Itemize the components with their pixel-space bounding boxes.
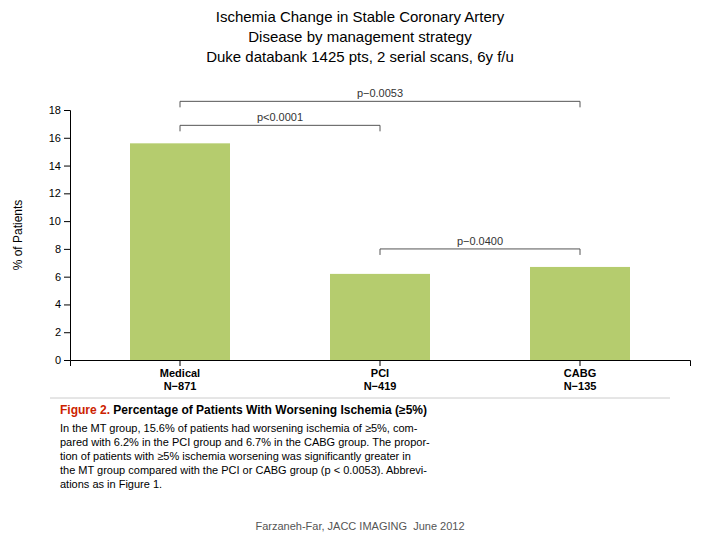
caption-body-line: the MT group compared with the PCI or CA… <box>60 464 427 476</box>
annotation: p<0.0001 <box>257 111 303 123</box>
x-tick-label-line: N−135 <box>564 380 597 392</box>
x-tick: CABGN−135 <box>564 360 597 392</box>
y-tick-label: 18 <box>49 104 61 116</box>
y-tick-label: 4 <box>55 298 61 310</box>
annotation: p−0.0400 <box>457 235 503 247</box>
caption-body-line: ations as in Figure 1. <box>60 478 162 490</box>
y-tick-label: 14 <box>49 160 61 172</box>
x-tick-mark <box>180 360 181 366</box>
y-tick: 14 <box>49 160 70 172</box>
footer: Farzaneh-Far, JACC IMAGING June 2012 <box>255 520 464 532</box>
title: Disease by management strategy <box>248 28 472 45</box>
caption-heading: Percentage of Patients With Worsening Is… <box>110 403 427 417</box>
caption-body-line: pared with 6.2% in the PCI group and 6.7… <box>60 436 430 448</box>
y-tick-label: 0 <box>55 354 61 366</box>
y-tick: 2 <box>55 326 70 338</box>
y-tick-label: 2 <box>55 326 61 338</box>
x-tick-mark <box>380 360 381 366</box>
x-tick-label: CABGN−135 <box>564 367 597 392</box>
y-tick-mark <box>64 249 70 250</box>
x-tick-label: MedicalN−871 <box>160 367 200 392</box>
y-tick-mark <box>64 138 70 139</box>
caption-label: Figure 2. <box>60 403 110 417</box>
x-axis: MedicalN−871 PCIN−419 CABGN−135 <box>71 360 691 392</box>
caption-title: Figure 2. Percentage of Patients With Wo… <box>60 403 427 417</box>
y-tick: 4 <box>55 298 70 310</box>
caption-body: In the MT group, 15.6% of patients had w… <box>60 422 430 490</box>
y-tick-mark <box>64 304 70 305</box>
y-tick-mark <box>64 332 70 333</box>
annotation: p−0.0053 <box>357 87 403 99</box>
y-tick: 6 <box>55 271 70 283</box>
y-axis-line <box>64 111 71 361</box>
x-tick: MedicalN−871 <box>160 360 200 392</box>
y-tick-mark <box>64 166 70 167</box>
bracket <box>180 101 580 107</box>
bars <box>130 143 630 360</box>
y-axis-title: % of Patients <box>11 200 25 271</box>
x-tick: PCIN−419 <box>364 360 397 392</box>
title: Duke databank 1425 pts, 2 serial scans, … <box>206 48 514 65</box>
bracket <box>180 125 380 131</box>
bar <box>130 143 230 360</box>
x-tick-label-line: N−871 <box>164 380 197 392</box>
y-tick-label: 12 <box>49 187 61 199</box>
caption-body-line: In the MT group, 15.6% of patients had w… <box>60 422 418 434</box>
y-tick-label: 8 <box>55 243 61 255</box>
x-axis-line <box>71 361 691 367</box>
y-tick-mark <box>64 110 70 111</box>
y-tick: 8 <box>55 243 70 255</box>
x-tick-label-line: N−419 <box>364 380 397 392</box>
bar <box>330 274 430 360</box>
y-tick-mark <box>64 277 70 278</box>
annotations: p<0.0001 p−0.0400 p−0.0053 <box>180 87 580 255</box>
x-tick-label-line: PCI <box>371 367 389 379</box>
y-tick: 16 <box>49 132 70 144</box>
x-tick-label-line: Medical <box>160 367 200 379</box>
x-tick-label-line: CABG <box>564 367 596 379</box>
x-tick-label: PCIN−419 <box>364 367 397 392</box>
y-tick: 12 <box>49 187 70 199</box>
y-tick-label: 10 <box>49 215 61 227</box>
bracket <box>380 249 580 255</box>
bar <box>530 267 630 360</box>
y-tick: 10 <box>49 215 70 227</box>
y-tick: 0 <box>55 354 70 366</box>
y-tick-mark <box>64 221 70 222</box>
title: Ischemia Change in Stable Coronary Arter… <box>216 8 505 25</box>
y-tick-mark <box>64 193 70 194</box>
y-axis: 0 2 4 6 8 10 12 14 16 18 <box>49 104 71 366</box>
y-tick-mark <box>64 360 70 361</box>
y-tick-label: 16 <box>49 132 61 144</box>
x-tick-mark <box>580 360 581 366</box>
y-tick: 18 <box>49 104 70 116</box>
chart-svg: Ischemia Change in Stable Coronary Arter… <box>0 0 720 540</box>
caption-separator <box>50 398 670 399</box>
y-tick-label: 6 <box>55 271 61 283</box>
chart-container: Ischemia Change in Stable Coronary Arter… <box>0 0 720 540</box>
caption-body-line: tion of patients with ≥5% ischemia worse… <box>60 450 411 462</box>
